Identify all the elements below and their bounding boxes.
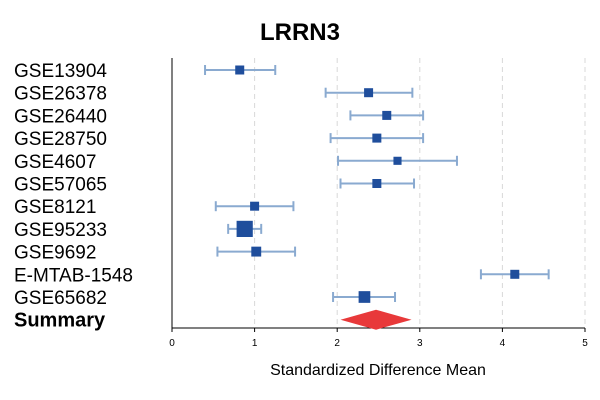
study-label-gse65682: GSE65682 xyxy=(14,288,107,309)
study-label-gse26440: GSE26440 xyxy=(14,106,107,127)
study-label-gse4607: GSE4607 xyxy=(14,152,96,173)
x-tick-label-1: 1 xyxy=(252,338,258,349)
x-tick-label-4: 4 xyxy=(500,338,506,349)
x-tick-label-2: 2 xyxy=(334,338,340,349)
x-tick-label-0: 0 xyxy=(169,338,175,349)
x-tick-label-5: 5 xyxy=(582,338,588,349)
point-estimate-gse28750 xyxy=(372,133,382,143)
point-estimate-gse26378 xyxy=(364,88,374,98)
grid-layer xyxy=(254,58,586,328)
point-estimate-gse4607 xyxy=(393,156,402,165)
point-estimate-gse57065 xyxy=(372,179,382,188)
point-estimate-gse65682 xyxy=(358,291,371,303)
study-label-gse9692: GSE9692 xyxy=(14,243,96,264)
study-label-gse26378: GSE26378 xyxy=(14,84,107,105)
summary-diamond xyxy=(340,309,412,330)
point-estimate-gse9692 xyxy=(251,246,262,257)
study-label-gse13904: GSE13904 xyxy=(14,61,107,82)
point-estimate-gse13904 xyxy=(235,65,245,75)
point-estimate-gse26440 xyxy=(382,110,392,120)
study-label-e-mtab-1548: E-MTAB-1548 xyxy=(14,265,133,286)
study-label-gse95233: GSE95233 xyxy=(14,220,107,241)
study-label-gse57065: GSE57065 xyxy=(14,175,107,196)
summary-label: Summary xyxy=(14,310,106,332)
study-label-gse8121: GSE8121 xyxy=(14,197,96,218)
x-axis-label: Standardized Difference Mean xyxy=(270,362,486,379)
study-labels: GSE13904GSE26378GSE26440GSE28750GSE4607G… xyxy=(14,61,133,332)
chart-title: LRRN3 xyxy=(260,19,340,46)
x-ticks: 0 1 2 3 4 5 xyxy=(169,328,588,349)
study-marks xyxy=(204,65,550,330)
point-estimate-gse8121 xyxy=(250,201,260,211)
x-tick-label-3: 3 xyxy=(417,338,423,349)
point-estimate-e-mtab-1548 xyxy=(510,269,520,279)
point-estimate-gse95233 xyxy=(236,220,253,237)
study-label-gse28750: GSE28750 xyxy=(14,129,107,150)
